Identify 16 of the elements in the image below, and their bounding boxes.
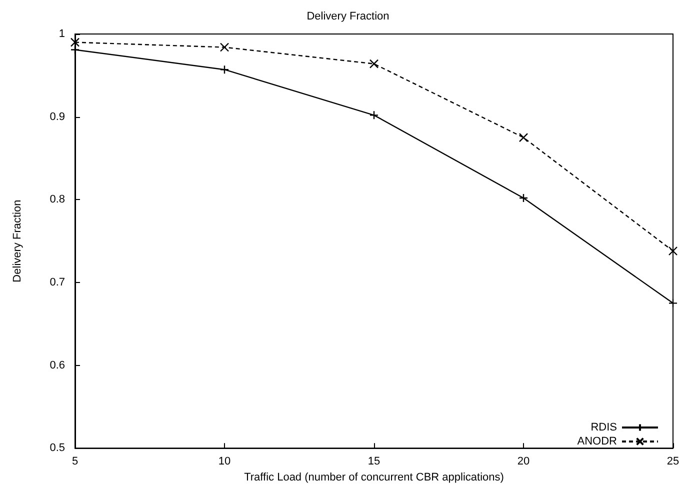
x-tick-label: 15 [368,456,380,468]
x-tick-label: 20 [517,456,530,468]
x-axis-title: Traffic Load (number of concurrent CBR applications) [244,472,504,484]
y-tick-label: 0.5 [50,442,65,454]
y-tick-label: 1 [58,28,65,40]
y-tick-label: 0.8 [50,194,65,206]
y-tick-label: 0.9 [50,110,65,123]
x-tick-label: 5 [72,456,78,468]
y-tick-label: 0.7 [50,276,65,288]
y-axis-title: Delivery Fraction [12,200,24,282]
legend-label: ANODR [577,436,618,448]
chart-title: Delivery Fraction [306,10,390,22]
y-tick-label: 0.6 [50,359,65,372]
x-tick-label: 25 [666,456,680,468]
x-tick-label: 10 [218,456,231,468]
legend-label: RDIS [590,422,617,434]
